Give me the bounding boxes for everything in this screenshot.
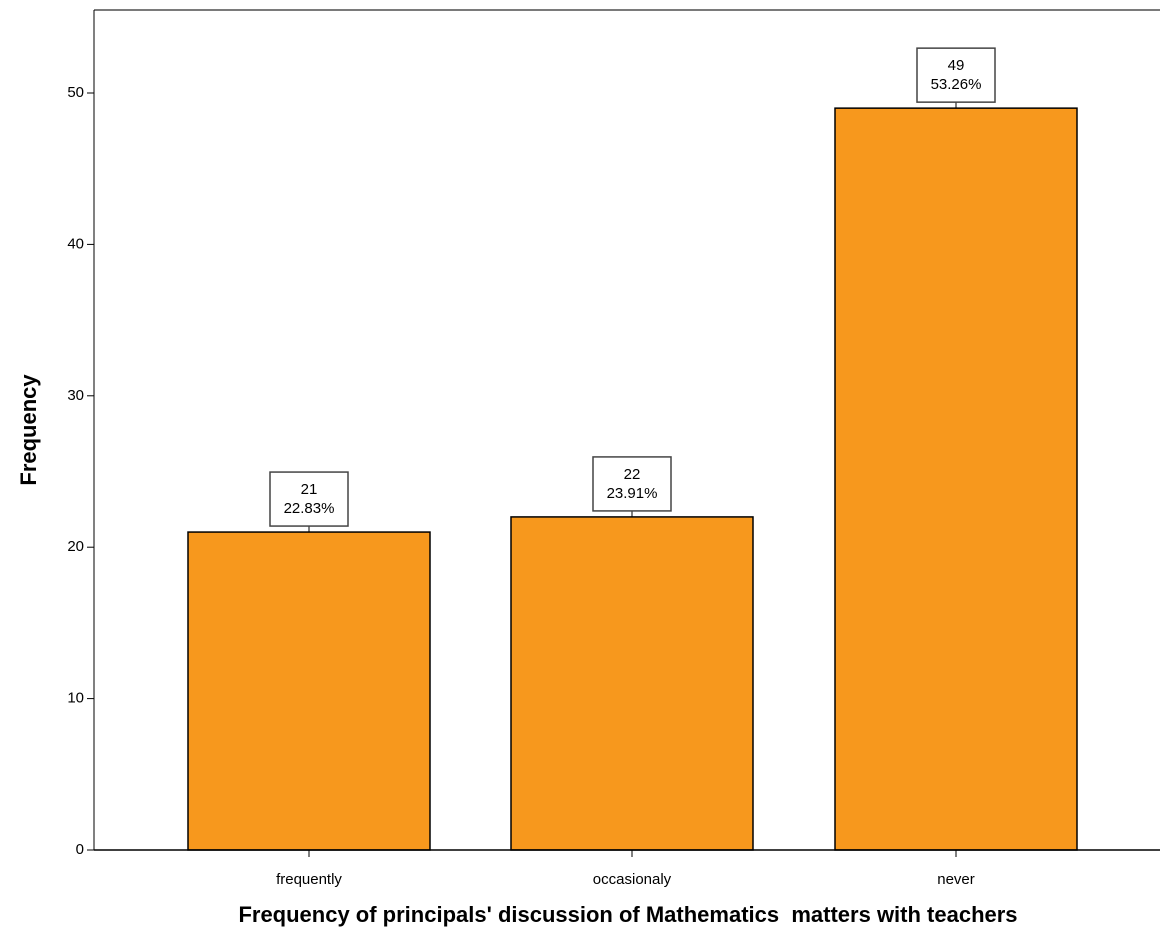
- data-label-box: [916, 47, 996, 103]
- plot-area: 0 10 20 30 40 50 frequently 21 22.83% occasionaly…: [67, 9, 1160, 888]
- y-tick-label: 20: [67, 538, 84, 555]
- data-label-count: 49: [948, 57, 965, 74]
- x-tick-label: occasionaly: [593, 871, 672, 888]
- y-tick-label: 10: [67, 690, 84, 707]
- data-label-percent: 53.26%: [931, 76, 982, 93]
- y-tick-label: 0: [76, 841, 84, 858]
- y-axis-title: Frequency: [16, 374, 41, 486]
- bar: [510, 516, 754, 851]
- bar: [187, 531, 431, 851]
- y-tick-label: 40: [67, 235, 84, 252]
- x-tick-label: never: [937, 871, 975, 888]
- x-tick-label: frequently: [276, 871, 342, 888]
- x-axis-title: Frequency of principals' discussion of M…: [238, 902, 1017, 927]
- y-tick-label: 30: [67, 387, 84, 404]
- data-label-count: 21: [301, 481, 318, 498]
- data-label-box: [592, 456, 672, 512]
- y-tick-label: 50: [67, 84, 84, 101]
- data-label-percent: 22.83%: [284, 500, 335, 517]
- data-label-count: 22: [624, 466, 641, 483]
- bar: [834, 107, 1078, 851]
- data-label-percent: 23.91%: [607, 485, 658, 502]
- data-label-box: [269, 471, 349, 527]
